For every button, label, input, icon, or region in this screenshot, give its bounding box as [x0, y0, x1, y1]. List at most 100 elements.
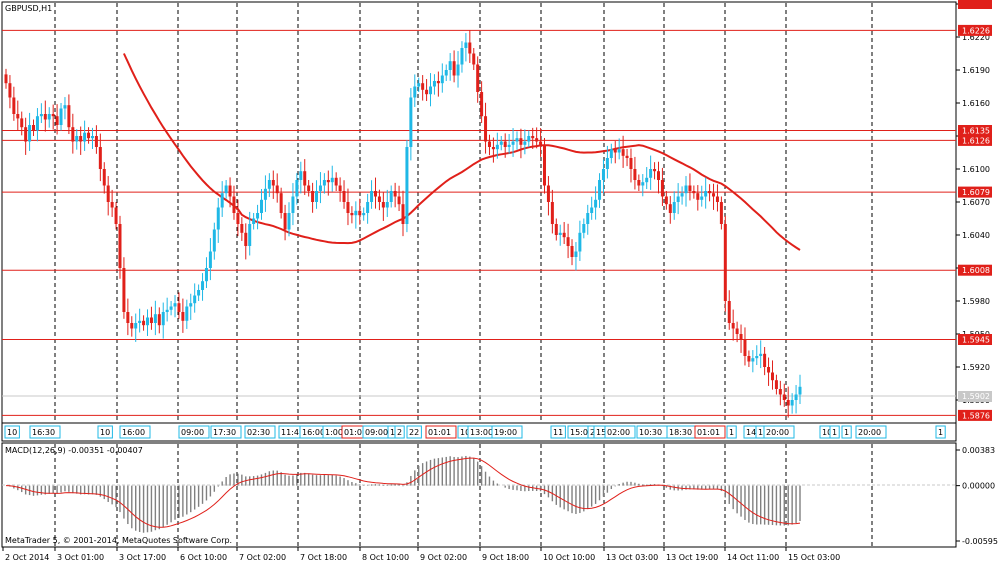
timeline-marker [29, 425, 61, 439]
y-tick-label: 1.6190 [962, 66, 990, 75]
candle-body [739, 334, 743, 340]
candle-body [786, 400, 790, 406]
level-label: 1.5945 [962, 336, 990, 345]
timeline-marker [119, 425, 151, 439]
candle-body [759, 353, 763, 356]
timeline-marker [4, 425, 20, 439]
current-price-label: 1.5902 [962, 392, 990, 401]
candle-body [621, 149, 625, 156]
candle-body [503, 141, 507, 147]
candle-body [165, 309, 169, 312]
candle-body [346, 202, 350, 213]
candle-body [197, 290, 201, 296]
x-tick-label: 2 Oct 2014 [5, 553, 49, 562]
x-tick-label: 3 Oct 01:00 [57, 553, 104, 562]
y-tick-label: 1.6220 [962, 33, 990, 42]
candle-body [322, 180, 326, 186]
candle-body [562, 232, 566, 238]
timeline-marker-label: 16:00 [122, 428, 145, 437]
candle-body [75, 136, 79, 142]
candle-body [216, 207, 220, 230]
candle-body [350, 213, 354, 216]
candle-body [727, 301, 731, 323]
macd-axis: 0.00383 0.00000 -0.00595 [956, 446, 998, 546]
candle-body [735, 328, 739, 334]
candle-body [67, 105, 71, 128]
timeline-marker-label: 22 [409, 428, 419, 437]
candle-body [377, 196, 381, 202]
level-label: 1.6079 [962, 188, 990, 197]
timeline-markers: 10 16:30 10 16:00 09:00 17:30 02:30 11:4 16:00 1:… [4, 425, 946, 439]
candle-body [770, 372, 774, 381]
candle-body [570, 246, 574, 257]
candle-body [566, 237, 570, 246]
candle-body [212, 229, 216, 252]
candle-body [55, 116, 59, 125]
candle-body [248, 224, 252, 246]
candle-body [546, 185, 550, 202]
candle-body [794, 394, 798, 400]
candle-body [366, 202, 370, 213]
candle-body [499, 141, 503, 145]
candle-body [656, 171, 660, 180]
candle-body [20, 118, 24, 128]
timeline-marker [763, 425, 795, 439]
timeline-marker-label: 16:30 [32, 428, 55, 437]
x-tick-label: 8 Oct 10:00 [362, 553, 409, 562]
candle-body [256, 213, 260, 219]
candle-body [637, 180, 641, 186]
timeline-marker-label: 2 [397, 428, 402, 437]
level-tag [958, 125, 992, 136]
candle-body [598, 180, 602, 200]
timeline-marker-label: 10 [100, 428, 110, 437]
candle-body [342, 191, 346, 202]
candle-body [664, 196, 668, 205]
x-tick-label: 9 Oct 02:00 [420, 553, 467, 562]
candle-body [487, 141, 491, 147]
y-tick-label: 1.6100 [962, 165, 990, 174]
candle-body [460, 48, 464, 65]
candle-body [527, 136, 531, 142]
candle-body [645, 177, 649, 183]
candle-body [409, 97, 413, 147]
timeline-marker-label: 01:01 [428, 428, 451, 437]
candle-body [440, 75, 444, 84]
level-label: 1.6226 [962, 26, 990, 35]
timeline-marker-label: 15:0 [570, 428, 588, 437]
candle-body [574, 251, 578, 257]
candle-body [629, 158, 633, 169]
candle-body [28, 125, 32, 142]
candle-body [558, 232, 562, 235]
timeline-marker-label: 13:00 [470, 428, 493, 437]
candle-body [444, 70, 448, 76]
timeline-marker [604, 425, 636, 439]
candle-body [236, 213, 240, 224]
timeline-marker [694, 425, 726, 439]
candle-body [16, 114, 20, 119]
candle-body [601, 169, 605, 180]
timeline-marker [178, 425, 210, 439]
timeline-marker-label: 09:00 [181, 428, 204, 437]
candle-body [146, 317, 150, 326]
candle-body [472, 53, 476, 65]
candle-body [122, 268, 126, 312]
candle-body [617, 149, 621, 153]
candle-body [267, 180, 271, 189]
candle-body [220, 193, 224, 208]
timeline-marker-label: 01:01 [697, 428, 720, 437]
candle-body [63, 105, 67, 109]
candle-body [130, 323, 134, 329]
candle-body [228, 185, 232, 197]
candle-body [71, 127, 75, 142]
candle-body [263, 188, 267, 200]
x-tick-label: 7 Oct 18:00 [300, 553, 347, 562]
timeline-marker-label: 20:00 [858, 428, 881, 437]
candle-body [240, 224, 244, 233]
candle-body [295, 180, 299, 197]
x-tick-label: 14 Oct 11:00 [727, 553, 779, 562]
candle-body [373, 191, 377, 197]
candle-body [397, 196, 401, 205]
candle-body [429, 86, 433, 95]
candle-body [582, 224, 586, 233]
candle-body [550, 202, 554, 224]
